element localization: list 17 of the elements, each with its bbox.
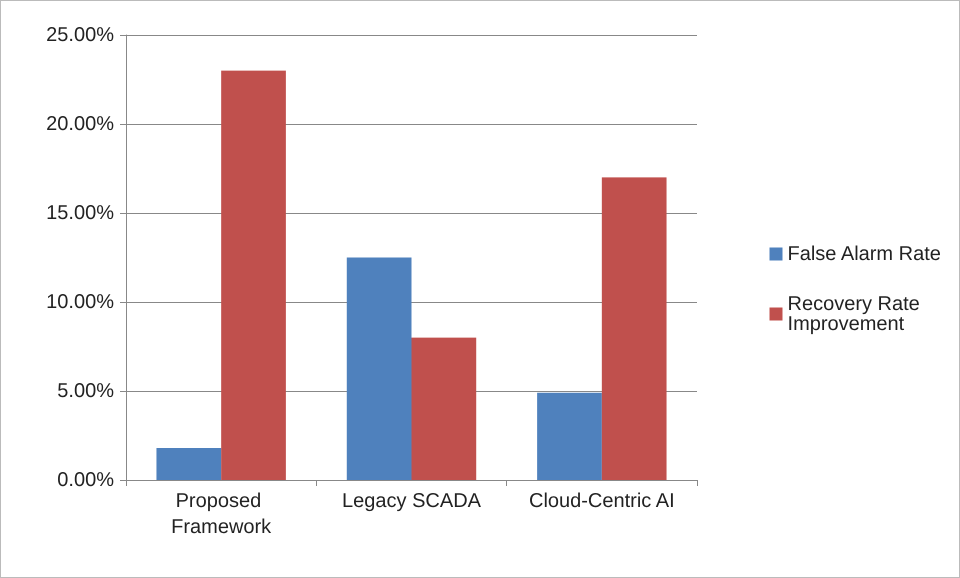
bar bbox=[537, 392, 602, 480]
y-tick-label: 0.00% bbox=[57, 469, 114, 491]
legend-label: False Alarm Rate bbox=[788, 243, 941, 265]
y-tick-label: 15.00% bbox=[46, 202, 114, 224]
legend-label: Recovery Rate Improvement bbox=[788, 293, 926, 335]
x-tick-label: Cloud-Centric AI bbox=[529, 490, 675, 512]
y-tick-label: 5.00% bbox=[57, 380, 114, 402]
y-tick-label: 20.00% bbox=[46, 113, 114, 135]
bar bbox=[602, 177, 667, 480]
x-tick-label: Legacy SCADA bbox=[342, 490, 482, 512]
bar bbox=[346, 258, 412, 480]
x-tick-label: Proposed Framework bbox=[171, 490, 272, 538]
y-tick-label: 10.00% bbox=[46, 291, 114, 313]
bar bbox=[156, 448, 222, 480]
y-tick-label: 25.00% bbox=[46, 24, 114, 46]
bar bbox=[412, 338, 476, 480]
bar bbox=[221, 70, 286, 480]
